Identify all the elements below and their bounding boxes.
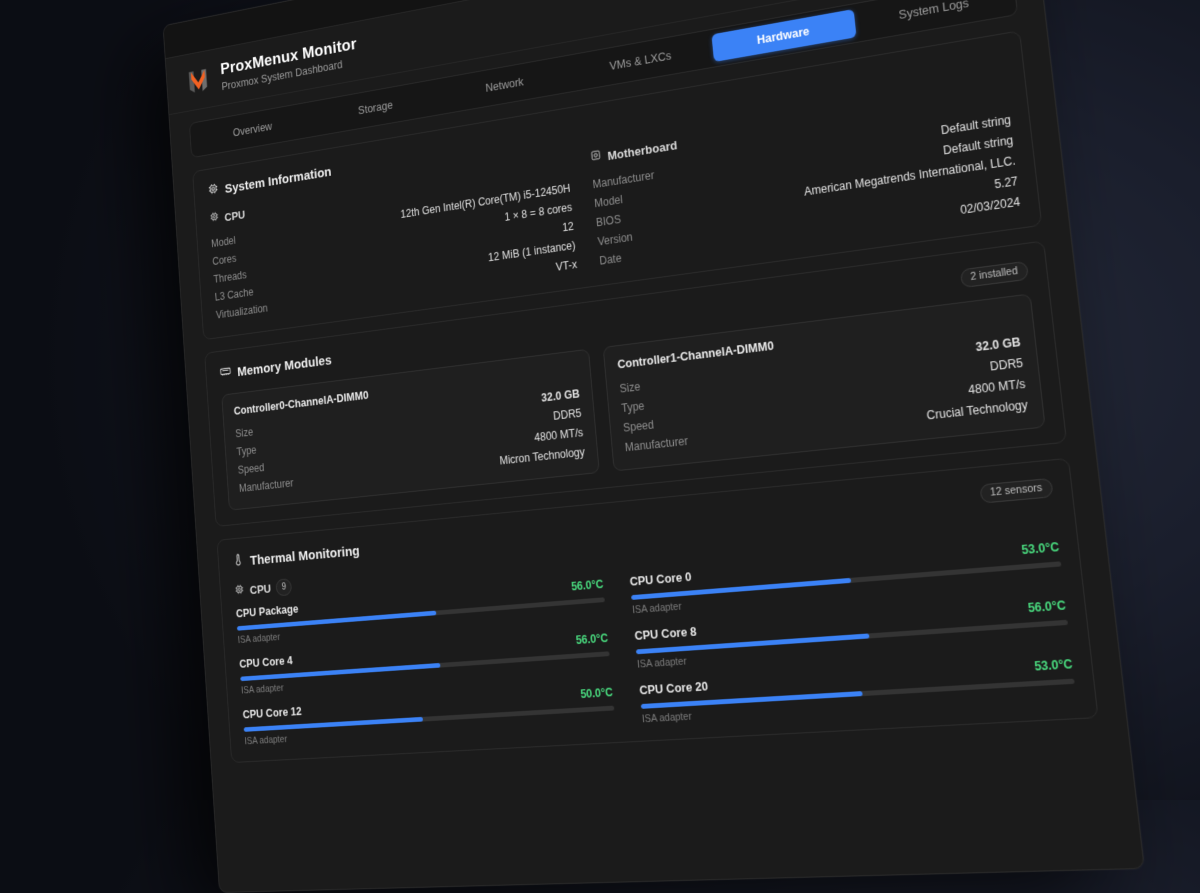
motherboard-icon	[590, 148, 603, 166]
row-key: Speed	[623, 418, 655, 434]
cpu-section-title: CPU	[224, 207, 245, 223]
row-key: BIOS	[595, 212, 621, 228]
sensor-name: CPU Core 4	[239, 654, 293, 670]
cpu-chip-icon	[207, 182, 219, 201]
proxmenux-logo-icon	[185, 65, 212, 98]
row-key: Manufacturer	[239, 476, 294, 494]
sensor-name: CPU Core 0	[629, 570, 692, 588]
sensor-temperature: 56.0°C	[575, 631, 608, 647]
row-key: Virtualization	[216, 301, 268, 320]
sensor-item: CPU Core 12 50.0°C ISA adapter	[242, 686, 615, 747]
thermal-group-label: CPU	[249, 582, 271, 597]
row-key: Size	[619, 380, 641, 395]
sensor-name: CPU Package	[236, 603, 299, 620]
memory-modules-title: Memory Modules	[237, 352, 332, 379]
row-key: Version	[597, 230, 633, 248]
row-value: 02/03/2024	[960, 194, 1021, 216]
sensor-temperature: 53.0°C	[1034, 657, 1074, 674]
sensor-temperature: 56.0°C	[1027, 598, 1067, 615]
row-value: 32.0 GB	[975, 335, 1021, 354]
row-key: Type	[621, 399, 645, 415]
row-key: Date	[599, 251, 622, 267]
row-value: 4800 MT/s	[968, 376, 1026, 396]
cpu-chip-icon	[209, 210, 220, 227]
sensor-temperature: 50.0°C	[580, 686, 614, 701]
row-value: VT-x	[555, 257, 577, 273]
cpu-chip-icon	[234, 583, 245, 600]
sensor-item: CPU Core 20 53.0°C ISA adapter	[639, 657, 1077, 725]
row-value: 32.0 GB	[541, 387, 580, 404]
perspective-stage: Node: constructor Healthy Uptime: 5 days…	[0, 0, 1200, 800]
row-key: Speed	[237, 461, 264, 476]
row-value: 5.27	[994, 174, 1019, 191]
sensor-name: CPU Core 12	[242, 705, 302, 721]
memory-modules-badge: 2 installed	[960, 260, 1029, 287]
row-key: Model	[594, 193, 623, 210]
row-key: Threads	[213, 268, 247, 285]
row-key: Cores	[212, 252, 237, 268]
row-key: Model	[211, 234, 236, 250]
row-value: DDR5	[553, 406, 582, 422]
thermal-group-count: 9	[276, 578, 292, 596]
row-value: DDR5	[989, 355, 1023, 373]
system-information-title: System Information	[224, 164, 332, 196]
thermometer-icon	[232, 552, 245, 571]
sensor-temperature: 53.0°C	[1021, 540, 1060, 557]
row-key: Type	[236, 443, 257, 457]
thermal-monitoring-title: Thermal Monitoring	[250, 543, 361, 568]
sensor-temperature: 56.0°C	[571, 577, 604, 593]
memory-stick-icon	[219, 364, 231, 383]
sensor-name: CPU Core 8	[634, 625, 697, 643]
sensor-name: CPU Core 20	[639, 680, 709, 698]
row-key: Size	[235, 425, 254, 439]
app-window: Node: constructor Healthy Uptime: 5 days…	[163, 0, 1145, 893]
row-key: Manufacturer	[624, 434, 688, 454]
thermal-monitoring-badge: 12 sensors	[979, 477, 1054, 503]
motherboard-section-title: Motherboard	[607, 138, 678, 163]
row-value: 12	[562, 219, 575, 233]
row-value: 4800 MT/s	[534, 425, 584, 443]
